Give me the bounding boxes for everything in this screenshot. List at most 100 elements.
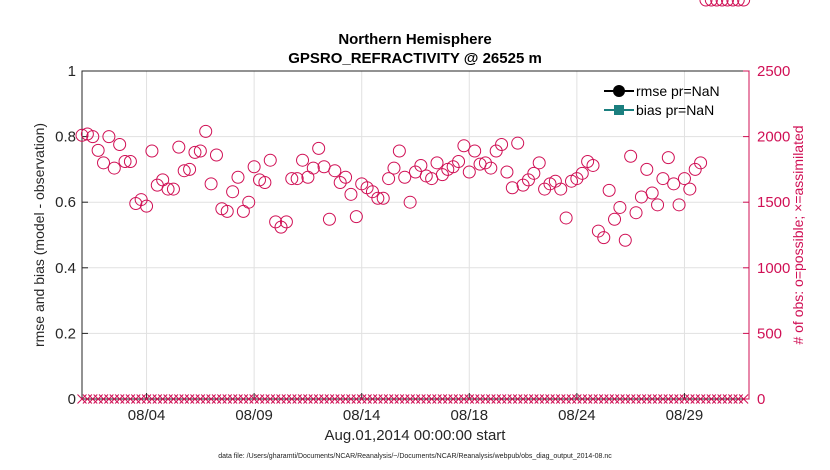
point-possible [462,165,476,179]
x-axis: 08/04 08/09 08/14 08/18 08/24 08/29 [128,393,703,424]
point-possible [538,182,552,196]
point-possible [640,162,654,176]
point-possible [312,141,326,155]
point-possible [97,156,111,170]
left-axis: 0 0.2 0.4 0.6 0.8 1 [55,63,88,408]
point-possible [489,144,503,158]
point-possible [634,190,648,204]
point-possible [166,182,180,196]
point-possible [720,0,734,7]
point-possible [118,155,132,169]
point-possible [618,233,632,247]
point-possible [317,160,331,174]
point-possible [140,199,154,213]
point-possible [731,0,745,7]
point-possible [581,155,595,169]
point-possible [123,155,137,169]
point-possible [279,215,293,229]
point-possible [559,211,573,225]
point-possible [382,172,396,186]
point-possible [430,156,444,170]
point-possible [608,212,622,226]
point-possible [656,172,670,186]
left-tick-label: 1 [68,63,76,80]
point-possible [220,204,234,218]
point-possible [521,173,535,187]
point-possible [677,172,691,186]
point-possible [236,204,250,218]
point-possible [683,182,697,196]
left-tick-label: 0.6 [55,194,76,211]
point-possible [150,178,164,192]
point-possible [661,151,675,165]
point-possible [699,0,713,7]
point-possible [226,185,240,199]
point-possible [328,164,342,178]
point-possible [710,0,724,7]
point-possible [263,153,277,167]
point-possible [134,193,148,207]
point-possible [193,144,207,158]
point-possible [376,191,390,205]
point-possible [570,172,584,186]
point-possible [285,172,299,186]
right-tick-label: 1000 [757,260,790,277]
point-possible [527,166,541,180]
point-possible [177,164,191,178]
plot-frame [81,70,750,400]
point-possible [554,182,568,196]
point-possible [204,177,218,191]
point-possible [306,161,320,175]
point-possible [301,170,315,184]
point-possible [161,182,175,196]
point-possible [145,144,159,158]
point-possible [344,187,358,201]
point-possible [511,136,525,150]
point-possible [403,195,417,209]
right-tick-label: 1500 [757,194,790,211]
point-possible [575,166,589,180]
point-possible [113,137,127,151]
data-file-footer: data file: /Users/gharamti/Documents/NCA… [218,453,612,460]
point-possible [274,220,288,234]
point-possible [183,162,197,176]
right-tick-label: 0 [757,391,765,408]
point-possible [156,173,170,187]
point-possible [387,161,401,175]
point-possible [629,206,643,220]
point-possible [258,176,272,190]
point-possible [290,172,304,186]
point-possible [651,198,665,212]
point-possible [446,160,460,174]
point-possible [597,231,611,245]
point-possible [468,144,482,158]
point-possible [495,137,509,151]
x-tick-label: 08/18 [451,407,489,424]
point-possible [269,215,283,229]
left-tick-label: 0.8 [55,129,76,146]
point-possible [209,148,223,162]
point-possible [624,149,638,163]
point-possible [322,212,336,226]
point-possible [371,191,385,205]
point-possible [333,176,347,190]
point-possible [296,153,310,167]
point-possible [129,197,143,211]
point-possible [688,162,702,176]
x-tick-label: 08/24 [558,407,596,424]
left-tick-label: 0.2 [55,325,76,342]
series-assimilated [77,394,749,404]
point-possible [505,181,519,195]
point-possible [715,0,729,7]
right-axis: 0 500 1000 1500 2000 2500 [743,63,790,408]
point-possible [667,177,681,191]
legend-marker-rmse [613,85,625,97]
point-possible [737,0,751,7]
right-tick-label: 500 [757,325,782,342]
point-possible [672,198,686,212]
y-axis-label-left: rmse and bias (model - observation) [31,123,47,347]
chart-subtitle: GPSRO_REFRACTIVITY @ 26525 m [288,50,542,67]
point-possible [349,210,363,224]
point-possible [199,124,213,138]
point-possible [452,155,466,169]
